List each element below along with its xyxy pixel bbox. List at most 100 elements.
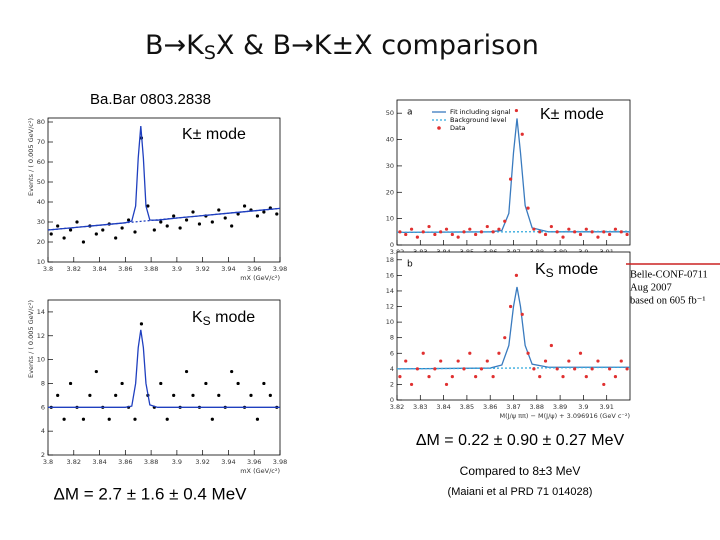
x-tick-label: 3.8 xyxy=(43,458,53,466)
data-point xyxy=(56,224,60,228)
data-point xyxy=(120,226,124,230)
data-point xyxy=(404,359,408,363)
x-tick-label: 3.94 xyxy=(221,458,235,466)
legend-label: Fit including signal xyxy=(450,108,511,116)
data-point xyxy=(520,312,524,316)
data-point xyxy=(427,375,431,379)
y-tick-label: 18 xyxy=(386,256,394,264)
data-point xyxy=(262,381,266,386)
data-point xyxy=(479,367,484,371)
data-point xyxy=(421,351,425,355)
data-point xyxy=(217,393,221,397)
background-curve xyxy=(47,207,281,231)
x-tick-label: 3.94 xyxy=(221,265,235,273)
y-tick-label: 60 xyxy=(37,158,45,166)
data-point xyxy=(526,206,530,210)
x-tick-label: 3.88 xyxy=(144,458,158,466)
data-point xyxy=(555,230,559,234)
data-point xyxy=(255,214,260,218)
y-tick-label: 40 xyxy=(386,136,394,144)
babar-ref: Ba.Bar 0803.2838 xyxy=(90,91,211,108)
belle-note: Belle-CONF-0711 xyxy=(630,269,708,280)
mode-label: KS mode xyxy=(192,309,255,328)
data-point xyxy=(444,227,449,231)
data-point xyxy=(107,417,111,421)
data-point xyxy=(514,108,519,113)
data-point xyxy=(497,227,501,231)
x-tick-label: 3.8 xyxy=(43,265,53,273)
y-tick-label: 40 xyxy=(37,198,45,206)
data-point xyxy=(549,224,553,229)
data-point xyxy=(561,375,565,379)
x-tick-label: 3.96 xyxy=(247,458,261,466)
data-point xyxy=(514,273,519,277)
data-point xyxy=(578,351,583,355)
y-tick-label: 20 xyxy=(37,238,45,246)
data-point xyxy=(439,230,443,234)
data-point xyxy=(613,227,618,231)
x-tick-label: 3.83 xyxy=(413,403,427,411)
data-point xyxy=(485,224,489,229)
x-tick-label: 3.88 xyxy=(144,265,158,273)
data-point xyxy=(526,351,530,355)
data-point xyxy=(573,230,577,234)
y-tick-label: 16 xyxy=(386,271,394,279)
x-tick-label: 3.92 xyxy=(195,458,209,466)
title-part: B→K xyxy=(145,30,205,61)
data-point xyxy=(236,212,240,216)
data-point xyxy=(184,369,189,374)
data-point xyxy=(415,235,419,239)
data-point xyxy=(543,232,548,237)
data-point xyxy=(133,417,137,421)
y-tick-label: 8 xyxy=(41,379,45,387)
data-point xyxy=(538,375,542,379)
x-tick-label: 3.86 xyxy=(118,458,132,466)
title-part: X & B→K±X comparison xyxy=(216,30,539,61)
y-axis-label: Events / ( 0.005 GeV/c²) xyxy=(27,300,35,378)
data-point xyxy=(608,232,612,237)
belle-result: ΔM = 0.22 ± 0.90 ± 0.27 MeV xyxy=(416,432,625,449)
x-axis-label: M(J/ψ ππ) − M(J/ψ) + 3.096916 (GeV c⁻²) xyxy=(499,412,630,420)
data-point xyxy=(532,367,536,371)
belle-note: Aug 2007 xyxy=(630,282,672,293)
data-point xyxy=(204,381,208,386)
data-point xyxy=(450,232,454,237)
x-tick-label: 3.86 xyxy=(118,265,132,273)
y-tick-label: 14 xyxy=(37,308,45,316)
data-point xyxy=(268,393,272,397)
y-tick-label: 30 xyxy=(386,162,394,170)
data-point xyxy=(578,232,583,237)
data-point xyxy=(172,393,176,397)
mode-part: K xyxy=(535,261,546,278)
data-point xyxy=(184,218,189,222)
data-point xyxy=(439,359,443,363)
y-tick-label: 80 xyxy=(37,118,45,126)
reference: (Maiani et al PRD 71 014028) xyxy=(448,486,593,498)
data-point xyxy=(409,382,414,387)
data-point xyxy=(409,227,414,231)
plot-frame xyxy=(47,117,281,263)
data-point xyxy=(479,230,484,234)
data-point xyxy=(602,382,606,387)
panel-label: a xyxy=(407,108,413,118)
x-tick-label: 3.85 xyxy=(460,403,474,411)
data-point xyxy=(543,359,548,363)
data-point xyxy=(596,359,600,363)
data-point xyxy=(165,224,169,228)
data-point xyxy=(468,227,472,231)
fit-curve xyxy=(396,286,630,370)
y-tick-label: 50 xyxy=(386,109,394,117)
y-tick-label: 30 xyxy=(37,218,45,226)
data-point xyxy=(491,375,495,379)
mode-label: KS mode xyxy=(535,261,598,280)
data-point xyxy=(262,210,266,214)
mode-part: K xyxy=(192,309,203,326)
mode-label: K± mode xyxy=(182,126,246,143)
data-point xyxy=(81,240,86,244)
x-tick-label: 3.84 xyxy=(436,403,450,411)
data-point xyxy=(508,177,513,181)
data-point xyxy=(584,227,588,231)
y-tick-label: 4 xyxy=(390,365,394,373)
y-tick-label: 10 xyxy=(37,258,45,266)
data-point xyxy=(178,226,182,230)
